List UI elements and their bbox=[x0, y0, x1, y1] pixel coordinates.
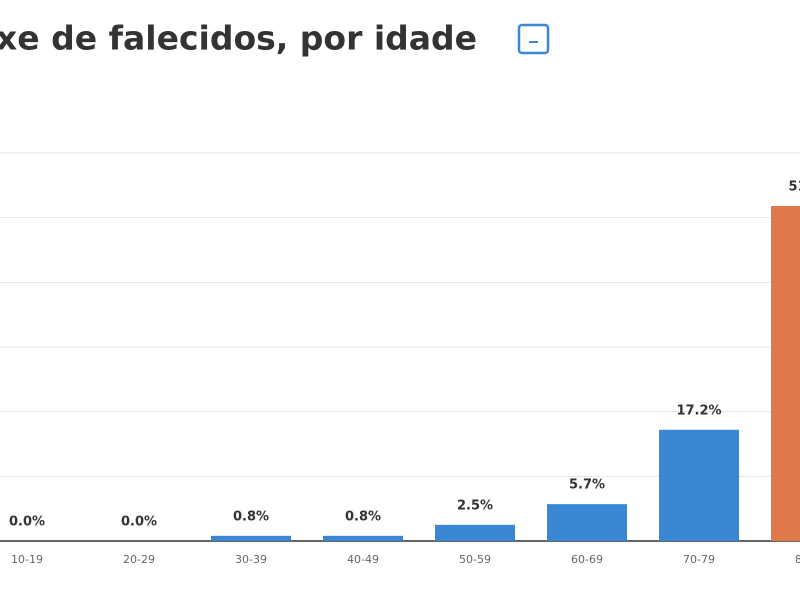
x-tick-label: 80-89 bbox=[795, 553, 800, 566]
chart-title: xe de falecidos, por idade bbox=[0, 19, 477, 58]
x-tick-label: 50-59 bbox=[459, 553, 491, 566]
value-label: 51.8% bbox=[788, 180, 800, 195]
collapse-button-frame[interactable] bbox=[517, 23, 550, 55]
x-tick-label: 70-79 bbox=[683, 553, 715, 566]
value-label: 0.8% bbox=[233, 509, 269, 524]
bar bbox=[435, 524, 515, 541]
value-label: 0.0% bbox=[9, 515, 45, 530]
value-label: 17.2% bbox=[676, 403, 721, 418]
collapse-button[interactable] bbox=[517, 23, 550, 55]
bar bbox=[659, 429, 739, 541]
x-tick-label: 30-39 bbox=[235, 553, 267, 566]
bar bbox=[323, 535, 403, 541]
x-tick-label: 20-29 bbox=[123, 553, 155, 566]
bar bbox=[211, 535, 291, 541]
x-tick-label: 10-19 bbox=[11, 553, 43, 566]
x-tick-label: 40-49 bbox=[347, 553, 379, 566]
value-label: 0.0% bbox=[121, 515, 157, 530]
bar bbox=[771, 206, 800, 541]
value-label: 0.8% bbox=[345, 509, 381, 524]
bar bbox=[547, 504, 627, 541]
value-label: 2.5% bbox=[457, 498, 493, 513]
value-label: 5.7% bbox=[569, 478, 605, 493]
x-tick-label: 60-69 bbox=[571, 553, 603, 566]
